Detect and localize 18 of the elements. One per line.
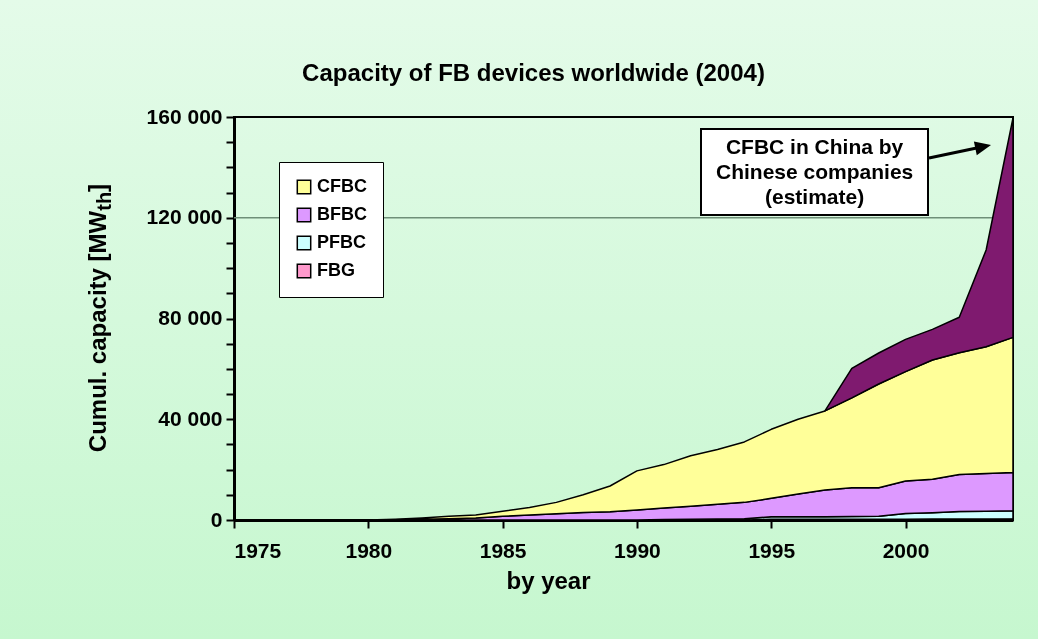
x-tick-label: 1975 (234, 538, 282, 562)
y-tick-label: 0 (210, 507, 223, 531)
y-tick-label: 120 000 (146, 205, 223, 229)
x-tick-label: 1985 (479, 538, 527, 562)
y-tick-label: 160 000 (146, 104, 223, 128)
y-tick-label: 80 000 (158, 306, 223, 329)
x-tick-label: 1990 (614, 538, 661, 562)
legend-label: BFBC (317, 204, 367, 224)
x-tick-label: 2000 (882, 538, 930, 562)
chart-title: Capacity of FB devices worldwide (2004) (302, 59, 765, 86)
annotation: CFBC in China by Chinese companies (estimate) (700, 128, 930, 216)
legend-label: FBG (317, 260, 355, 280)
x-tick-label: 1995 (748, 538, 796, 562)
y-tick-label: 40 000 (158, 406, 223, 430)
x-tick-label: 1980 (345, 538, 393, 562)
legend-label: PFBC (317, 232, 366, 252)
x-axis-title: by year (506, 566, 591, 594)
legend-label: CFBC (317, 176, 367, 196)
